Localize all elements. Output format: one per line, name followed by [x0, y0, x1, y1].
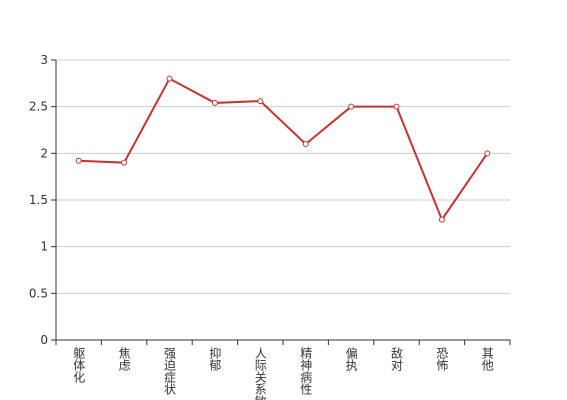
y-tick-label: 0.5 — [29, 286, 48, 300]
line — [78, 77, 489, 222]
point — [302, 141, 309, 147]
point — [438, 216, 445, 223]
point — [75, 157, 82, 164]
y-tick-label: 3 — [40, 53, 48, 67]
y-tick-label: 2 — [40, 146, 48, 160]
y-tick-label: 1 — [40, 240, 48, 254]
point — [484, 150, 491, 157]
y-tick-label: 2.5 — [29, 100, 48, 114]
x-tick-label: 抑郁 — [208, 346, 222, 372]
point — [348, 103, 355, 110]
y-tick-label: 1.5 — [29, 193, 48, 207]
y-tick-label: 0 — [40, 333, 48, 347]
x-tick-label: 恐怖 — [435, 347, 449, 371]
point — [121, 159, 128, 166]
x-tick-label: 敌对 — [390, 346, 404, 371]
x-tick-label: 其他 — [480, 347, 494, 371]
point — [393, 103, 400, 110]
x-tick-label: 精神病性 — [299, 347, 313, 396]
point — [166, 75, 173, 82]
point — [211, 99, 218, 106]
x-tick-label: 人际关系敏感 — [253, 347, 267, 400]
point — [257, 98, 264, 105]
x-tick-label: 躯体化 — [72, 346, 86, 384]
x-tick-label: 偏执 — [344, 346, 358, 372]
x-tick-label: 焦虑 — [117, 347, 131, 371]
x-tick-label: 强迫症状 — [163, 347, 177, 395]
